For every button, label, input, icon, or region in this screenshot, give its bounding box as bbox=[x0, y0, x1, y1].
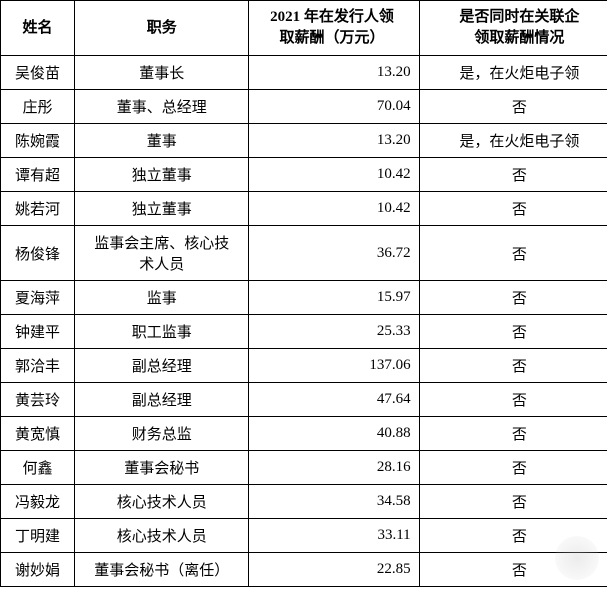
cell-position: 监事 bbox=[75, 281, 249, 315]
table-header-row: 姓名 职务 2021 年在发行人领取薪酬（万元） 是否同时在关联企领取薪酬情况 bbox=[1, 1, 607, 56]
compensation-table: 姓名 职务 2021 年在发行人领取薪酬（万元） 是否同时在关联企领取薪酬情况 … bbox=[0, 0, 607, 587]
cell-related: 否 bbox=[419, 553, 607, 587]
cell-related: 否 bbox=[419, 519, 607, 553]
table-row: 钟建平职工监事25.33否 bbox=[1, 315, 607, 349]
cell-name: 郭洽丰 bbox=[1, 349, 75, 383]
table-row: 谢妙娟董事会秘书（离任）22.85否 bbox=[1, 553, 607, 587]
cell-name: 黄宽慎 bbox=[1, 417, 75, 451]
cell-name: 吴俊苗 bbox=[1, 56, 75, 90]
cell-related: 否 bbox=[419, 90, 607, 124]
cell-position: 董事会秘书（离任） bbox=[75, 553, 249, 587]
table-row: 何鑫董事会秘书28.16否 bbox=[1, 451, 607, 485]
cell-name: 何鑫 bbox=[1, 451, 75, 485]
cell-salary: 33.11 bbox=[249, 519, 419, 553]
header-related: 是否同时在关联企领取薪酬情况 bbox=[419, 1, 607, 56]
cell-related: 是，在火炬电子领 bbox=[419, 124, 607, 158]
cell-salary: 47.64 bbox=[249, 383, 419, 417]
cell-related: 否 bbox=[419, 349, 607, 383]
cell-position: 董事、总经理 bbox=[75, 90, 249, 124]
cell-related: 否 bbox=[419, 315, 607, 349]
cell-related: 否 bbox=[419, 192, 607, 226]
cell-position: 独立董事 bbox=[75, 158, 249, 192]
cell-name: 陈婉霞 bbox=[1, 124, 75, 158]
cell-name: 谢妙娟 bbox=[1, 553, 75, 587]
cell-position: 核心技术人员 bbox=[75, 485, 249, 519]
table-row: 吴俊苗董事长13.20是，在火炬电子领 bbox=[1, 56, 607, 90]
table-row: 黄芸玲副总经理47.64否 bbox=[1, 383, 607, 417]
cell-name: 丁明建 bbox=[1, 519, 75, 553]
cell-salary: 25.33 bbox=[249, 315, 419, 349]
cell-name: 杨俊锋 bbox=[1, 226, 75, 281]
header-salary: 2021 年在发行人领取薪酬（万元） bbox=[249, 1, 419, 56]
cell-position: 监事会主席、核心技术人员 bbox=[75, 226, 249, 281]
cell-salary: 40.88 bbox=[249, 417, 419, 451]
cell-salary: 10.42 bbox=[249, 158, 419, 192]
table-row: 杨俊锋监事会主席、核心技术人员36.72否 bbox=[1, 226, 607, 281]
table-row: 陈婉霞董事13.20是，在火炬电子领 bbox=[1, 124, 607, 158]
cell-position: 独立董事 bbox=[75, 192, 249, 226]
table-row: 夏海萍监事15.97否 bbox=[1, 281, 607, 315]
table-row: 黄宽慎财务总监40.88否 bbox=[1, 417, 607, 451]
cell-position: 董事 bbox=[75, 124, 249, 158]
table-row: 丁明建核心技术人员33.11否 bbox=[1, 519, 607, 553]
table-body: 吴俊苗董事长13.20是，在火炬电子领庄彤董事、总经理70.04否陈婉霞董事13… bbox=[1, 56, 607, 587]
cell-related: 否 bbox=[419, 383, 607, 417]
header-name: 姓名 bbox=[1, 1, 75, 56]
cell-salary: 10.42 bbox=[249, 192, 419, 226]
cell-salary: 36.72 bbox=[249, 226, 419, 281]
cell-position: 职工监事 bbox=[75, 315, 249, 349]
table-row: 冯毅龙核心技术人员34.58否 bbox=[1, 485, 607, 519]
table-row: 姚若河独立董事10.42否 bbox=[1, 192, 607, 226]
cell-name: 冯毅龙 bbox=[1, 485, 75, 519]
cell-name: 黄芸玲 bbox=[1, 383, 75, 417]
cell-related: 否 bbox=[419, 158, 607, 192]
cell-name: 谭有超 bbox=[1, 158, 75, 192]
cell-position: 董事会秘书 bbox=[75, 451, 249, 485]
cell-salary: 70.04 bbox=[249, 90, 419, 124]
cell-position: 董事长 bbox=[75, 56, 249, 90]
cell-position: 副总经理 bbox=[75, 383, 249, 417]
cell-salary: 34.58 bbox=[249, 485, 419, 519]
cell-related: 否 bbox=[419, 226, 607, 281]
cell-related: 否 bbox=[419, 417, 607, 451]
cell-salary: 13.20 bbox=[249, 56, 419, 90]
cell-salary: 13.20 bbox=[249, 124, 419, 158]
header-position: 职务 bbox=[75, 1, 249, 56]
cell-name: 夏海萍 bbox=[1, 281, 75, 315]
cell-related: 否 bbox=[419, 451, 607, 485]
cell-salary: 15.97 bbox=[249, 281, 419, 315]
cell-related: 否 bbox=[419, 281, 607, 315]
cell-salary: 22.85 bbox=[249, 553, 419, 587]
cell-name: 庄彤 bbox=[1, 90, 75, 124]
cell-name: 姚若河 bbox=[1, 192, 75, 226]
cell-position: 核心技术人员 bbox=[75, 519, 249, 553]
cell-position: 财务总监 bbox=[75, 417, 249, 451]
cell-related: 是，在火炬电子领 bbox=[419, 56, 607, 90]
cell-name: 钟建平 bbox=[1, 315, 75, 349]
table-row: 庄彤董事、总经理70.04否 bbox=[1, 90, 607, 124]
table-row: 郭洽丰副总经理137.06否 bbox=[1, 349, 607, 383]
cell-salary: 137.06 bbox=[249, 349, 419, 383]
cell-position: 副总经理 bbox=[75, 349, 249, 383]
cell-related: 否 bbox=[419, 485, 607, 519]
table-row: 谭有超独立董事10.42否 bbox=[1, 158, 607, 192]
cell-salary: 28.16 bbox=[249, 451, 419, 485]
